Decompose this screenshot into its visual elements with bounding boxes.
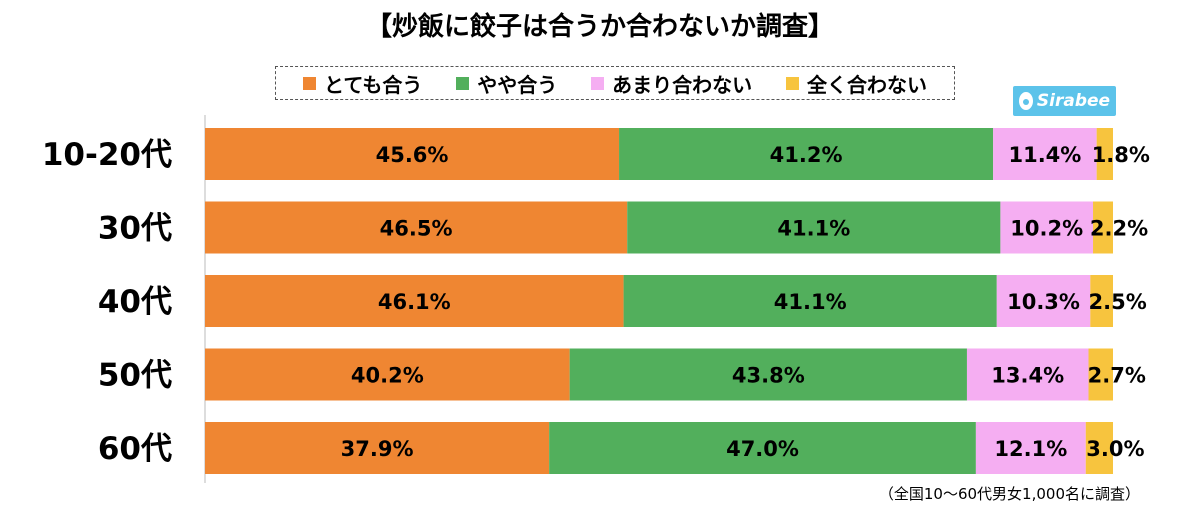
bar-segment xyxy=(1090,275,1113,327)
bar-segment xyxy=(1000,201,1094,254)
bar-segment xyxy=(1096,128,1113,180)
data-label: 43.8% xyxy=(732,364,805,388)
data-label: 12.1% xyxy=(994,437,1067,461)
bar-segment xyxy=(205,201,628,254)
bar-segment xyxy=(205,422,550,474)
data-label: 3.0% xyxy=(1086,437,1144,461)
data-label: 45.6% xyxy=(376,143,449,167)
footnote: （全国10〜60代男女1,000名に調査） xyxy=(878,485,1140,503)
data-label: 2.2% xyxy=(1090,217,1148,241)
legend-item-1: とても合う xyxy=(302,69,423,98)
category-label: 60代 xyxy=(98,431,172,467)
data-label: 46.1% xyxy=(378,290,451,314)
data-label: 10.2% xyxy=(1010,217,1083,241)
data-label: 2.7% xyxy=(1088,364,1146,388)
category-label: 40代 xyxy=(98,284,172,320)
logo-mark-icon xyxy=(1018,92,1033,110)
legend-swatch-4 xyxy=(786,76,800,90)
legend-label-1: とても合う xyxy=(323,72,423,97)
bar-segment xyxy=(569,348,967,401)
legend-swatch-3 xyxy=(591,76,605,90)
category-label: 10-20代 xyxy=(42,137,172,173)
legend: とても合う やや合う あまり合わない 全く合わない xyxy=(275,66,955,100)
data-label: 11.4% xyxy=(1008,143,1081,167)
data-label: 2.5% xyxy=(1089,290,1147,314)
data-label: 41.1% xyxy=(774,290,847,314)
legend-item-2: やや合う xyxy=(456,69,557,98)
bar-segment xyxy=(619,128,994,180)
data-label: 13.4% xyxy=(991,364,1064,388)
data-label: 40.2% xyxy=(351,364,424,388)
chart-title: 【炒飯に餃子は合うか合わないか調査】 xyxy=(365,12,834,42)
bar-segment xyxy=(1093,201,1113,254)
legend-swatch-1 xyxy=(302,76,316,90)
legend-item-3: あまり合わない xyxy=(591,69,752,98)
bar-segment xyxy=(966,348,1089,401)
bar-segment xyxy=(1085,422,1113,474)
bar-segment xyxy=(1088,348,1113,401)
data-label: 10.3% xyxy=(1007,290,1080,314)
bar-segment xyxy=(996,275,1091,327)
sirabee-logo: Sirabee xyxy=(1013,86,1116,116)
logo-text: Sirabee xyxy=(1036,91,1111,111)
data-label: 46.5% xyxy=(380,217,453,241)
legend-label-2: やや合う xyxy=(477,72,558,97)
bar-segment xyxy=(627,201,1001,254)
category-label: 50代 xyxy=(98,358,172,394)
data-label: 41.1% xyxy=(777,217,850,241)
legend-label-4: 全く合わない xyxy=(807,72,928,97)
category-label: 30代 xyxy=(98,211,172,247)
bar-segment xyxy=(205,275,624,327)
bar-segment xyxy=(623,275,997,327)
bar-segment xyxy=(975,422,1086,474)
legend-item-4: 全く合わない xyxy=(786,69,927,98)
legend-swatch-2 xyxy=(456,76,470,90)
data-label: 41.2% xyxy=(770,143,843,167)
legend-label-3: あまり合わない xyxy=(612,72,753,97)
bar-segment xyxy=(205,348,570,401)
data-label: 1.8% xyxy=(1092,143,1150,167)
data-label: 37.9% xyxy=(341,437,414,461)
data-label: 47.0% xyxy=(726,437,799,461)
bar-segment xyxy=(205,128,620,180)
bar-segment xyxy=(993,128,1097,180)
bar-segment xyxy=(549,422,976,474)
